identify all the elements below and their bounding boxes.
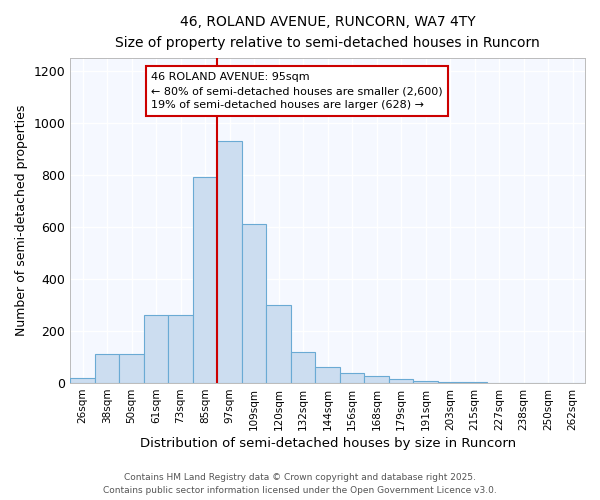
- Bar: [242, 224, 266, 383]
- Bar: [316, 368, 340, 383]
- Bar: [487, 382, 511, 383]
- Title: 46, ROLAND AVENUE, RUNCORN, WA7 4TY
Size of property relative to semi-detached h: 46, ROLAND AVENUE, RUNCORN, WA7 4TY Size…: [115, 15, 540, 50]
- Bar: [364, 376, 389, 383]
- Bar: [95, 354, 119, 383]
- Text: 46 ROLAND AVENUE: 95sqm
← 80% of semi-detached houses are smaller (2,600)
19% of: 46 ROLAND AVENUE: 95sqm ← 80% of semi-de…: [151, 72, 443, 110]
- Bar: [389, 379, 413, 383]
- Bar: [340, 373, 364, 383]
- Y-axis label: Number of semi-detached properties: Number of semi-detached properties: [15, 104, 28, 336]
- Text: Contains HM Land Registry data © Crown copyright and database right 2025.
Contai: Contains HM Land Registry data © Crown c…: [103, 474, 497, 495]
- Bar: [119, 354, 144, 383]
- Bar: [70, 378, 95, 383]
- Bar: [193, 178, 217, 383]
- Bar: [217, 141, 242, 383]
- Bar: [463, 382, 487, 383]
- Bar: [144, 316, 169, 383]
- X-axis label: Distribution of semi-detached houses by size in Runcorn: Distribution of semi-detached houses by …: [140, 437, 516, 450]
- Bar: [560, 382, 585, 383]
- Bar: [169, 316, 193, 383]
- Bar: [291, 352, 316, 383]
- Bar: [536, 382, 560, 383]
- Bar: [266, 305, 291, 383]
- Bar: [438, 382, 463, 383]
- Bar: [413, 381, 438, 383]
- Bar: [511, 382, 536, 383]
